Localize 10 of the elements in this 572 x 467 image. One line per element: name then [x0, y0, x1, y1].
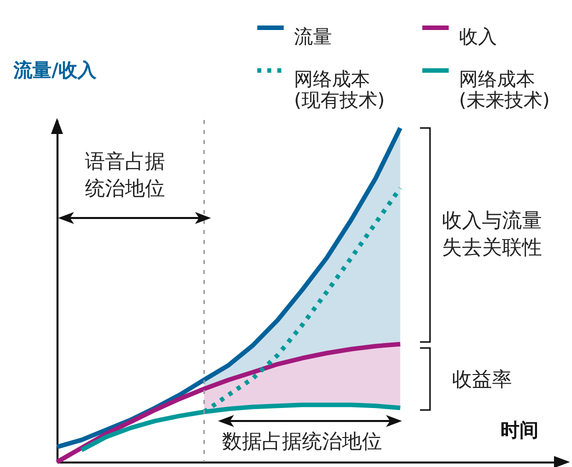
annotation: 数据占据统治地位 [222, 428, 383, 455]
annotation: 语音占据统治地位 [85, 148, 166, 202]
text: 收益率 [452, 366, 513, 393]
y-axis-title: 流量/收入 [12, 60, 98, 82]
x-axis-title: 时间 [500, 420, 538, 442]
legend-label: 收入 [459, 26, 497, 48]
legend-label: 网络成本 (未来技术) [459, 68, 550, 112]
text: 收入与流量失去关联性 [442, 207, 543, 261]
legend-label: 流量 [294, 26, 332, 48]
legend-label: 网络成本 (现有技术) [294, 68, 385, 112]
